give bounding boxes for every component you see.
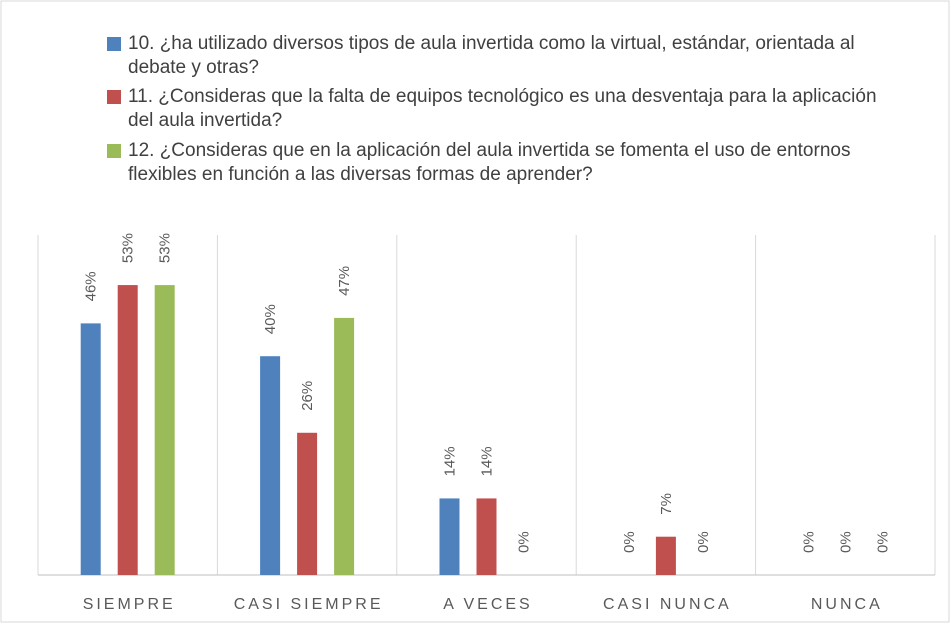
legend-swatch xyxy=(107,90,121,104)
x-tick-label: SIEMPRE xyxy=(83,596,176,613)
bar xyxy=(439,498,460,575)
data-label: 53% xyxy=(120,233,137,263)
bar xyxy=(117,285,138,575)
legend-item: 10. ¿ha utilizado diversos tipos de aula… xyxy=(107,32,877,80)
bar xyxy=(476,498,497,575)
data-label: 53% xyxy=(157,233,174,263)
legend-label: 10. ¿ha utilizado diversos tipos de aula… xyxy=(128,33,855,78)
data-label: 0% xyxy=(874,531,891,553)
data-label: 0% xyxy=(800,531,817,553)
data-label: 26% xyxy=(299,381,316,411)
legend-swatch xyxy=(107,144,121,158)
data-label: 0% xyxy=(621,531,638,553)
bar xyxy=(80,323,101,575)
data-label: 0% xyxy=(516,531,533,553)
data-label: 7% xyxy=(658,493,675,515)
bar xyxy=(260,356,281,575)
data-label: 14% xyxy=(479,446,496,476)
bar xyxy=(297,432,318,575)
legend-swatch xyxy=(107,37,121,51)
bar xyxy=(334,317,355,575)
data-label: 47% xyxy=(336,266,353,296)
legend-item: 12. ¿Consideras que en la aplicación del… xyxy=(107,139,877,187)
x-tick-label: CASI NUNCA xyxy=(603,596,732,613)
data-label: 46% xyxy=(83,271,100,301)
legend-label: 11. ¿Consideras que la falta de equipos … xyxy=(128,86,877,131)
bar xyxy=(655,536,676,575)
x-tick-label: A VECES xyxy=(443,596,532,613)
legend-item: 11. ¿Consideras que la falta de equipos … xyxy=(107,85,877,133)
bar xyxy=(154,285,175,575)
data-label: 0% xyxy=(695,531,712,553)
data-label: 14% xyxy=(442,446,459,476)
x-tick-label: NUNCA xyxy=(811,596,883,613)
legend-label: 12. ¿Consideras que en la aplicación del… xyxy=(128,140,851,185)
data-label: 40% xyxy=(262,304,279,334)
data-label: 0% xyxy=(837,531,854,553)
x-tick-label: CASI SIEMPRE xyxy=(234,596,384,613)
